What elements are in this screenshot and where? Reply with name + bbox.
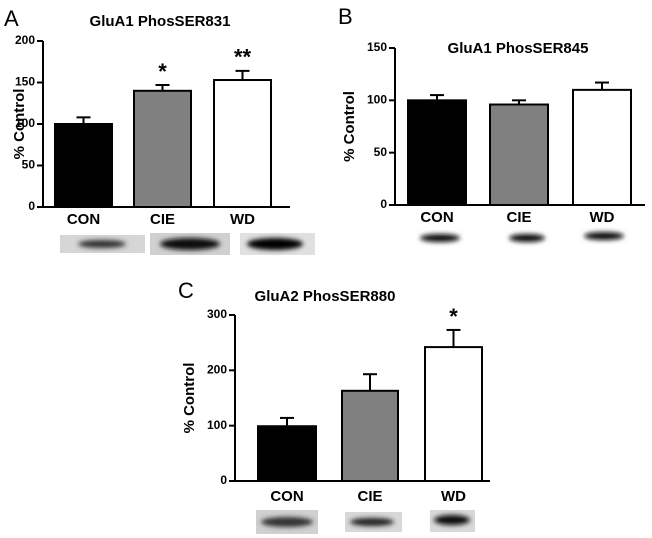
- panel-letter: C: [178, 278, 194, 303]
- western-blots: [60, 232, 624, 534]
- x-tick-label: CIE: [150, 211, 175, 228]
- x-tick-label: CON: [67, 211, 100, 228]
- y-tick-label: 150: [367, 40, 387, 54]
- y-tick-label: 300: [207, 307, 227, 321]
- y-tick-label: 200: [207, 363, 227, 377]
- significance-label: **: [234, 45, 252, 70]
- chart-title: GluA2 PhosSER880: [255, 288, 396, 305]
- bar: [213, 79, 272, 208]
- x-tick-label: WD: [590, 209, 615, 226]
- y-tick-label: 50: [22, 158, 36, 172]
- panel-letter: B: [338, 4, 353, 29]
- bar: [489, 103, 549, 206]
- chart-title: GluA1 PhosSER845: [448, 40, 589, 57]
- bar: [407, 99, 467, 206]
- bar: [572, 88, 632, 206]
- bar: [257, 425, 317, 482]
- chart-title: GluA1 PhosSER831: [90, 13, 231, 30]
- bar: [424, 346, 483, 482]
- y-tick-label: 200: [15, 33, 35, 47]
- x-tick-label: WD: [441, 488, 466, 505]
- y-axis-label: % Control: [181, 363, 198, 434]
- y-tick-label: 0: [220, 473, 227, 487]
- y-tick-label: 0: [28, 199, 35, 213]
- y-tick-label: 150: [15, 75, 35, 89]
- x-tick-label: CON: [420, 209, 453, 226]
- significance-label: *: [449, 304, 458, 329]
- bar: [54, 123, 113, 208]
- y-tick-label: 0: [380, 197, 387, 211]
- x-tick-label: WD: [230, 211, 255, 228]
- panel-letter: A: [4, 6, 19, 31]
- y-axis-label: % Control: [11, 89, 28, 160]
- y-axis-label: % Control: [341, 91, 358, 162]
- bar: [341, 389, 399, 483]
- x-tick-label: CIE: [357, 488, 382, 505]
- y-tick-label: 100: [367, 93, 387, 107]
- x-tick-label: CON: [270, 488, 303, 505]
- x-tick-label: CIE: [506, 209, 531, 226]
- y-tick-label: 100: [207, 418, 227, 432]
- significance-label: *: [158, 59, 167, 84]
- bar: [133, 89, 192, 208]
- y-tick-label: 100: [15, 116, 35, 130]
- y-tick-label: 50: [374, 145, 388, 159]
